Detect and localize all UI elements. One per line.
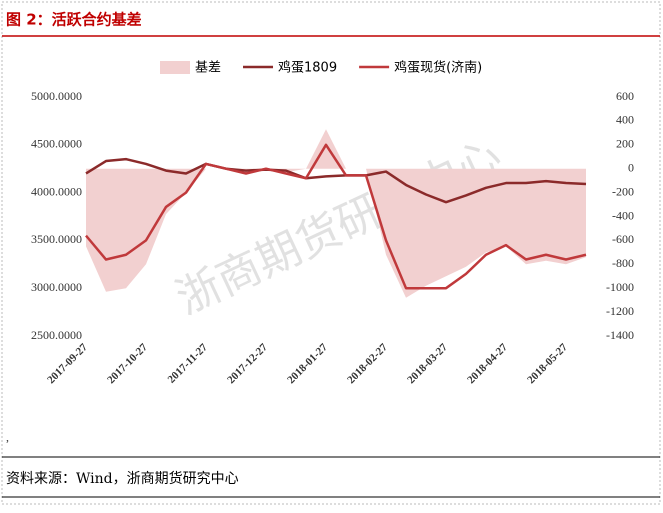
y2-tick-label: -1400 (606, 328, 634, 342)
x-tick-label: 2017-10-27 (105, 341, 150, 386)
x-tick-label: 2018-01-27 (285, 341, 330, 386)
series-line (85, 143, 587, 290)
y2-tick-label: -400 (612, 208, 634, 222)
x-tick-label: 2018-05-27 (525, 341, 570, 386)
y-tick-label: 3000.0000 (31, 280, 82, 294)
y2-tick-label: 600 (616, 89, 634, 103)
y2-tick-label: -200 (612, 184, 634, 198)
y-tick-label: 4500.0000 (31, 137, 82, 151)
legend-label: 鸡蛋现货(济南) (394, 60, 482, 76)
y2-tick-label: -1000 (606, 280, 634, 294)
y2-tick-label: -800 (612, 256, 634, 270)
y-tick-label: 5000.0000 (31, 89, 82, 103)
x-tick-label: 2018-03-27 (405, 341, 450, 386)
y-tick-label: 4000.0000 (31, 184, 82, 198)
x-tick-label: 2017-09-27 (45, 341, 90, 386)
y2-tick-label: -600 (612, 232, 634, 246)
basis-area (86, 129, 586, 298)
y-tick-label: 2500.0000 (31, 328, 82, 342)
legend-label: 基差 (195, 61, 221, 76)
series-line (85, 157, 587, 204)
frame (1, 1, 661, 505)
legend-swatch (160, 61, 190, 74)
legend-label: 鸡蛋1809 (278, 60, 337, 76)
source: 资料来源：Wind，浙商期货研究中心 (6, 470, 239, 487)
x-tick-label: 2018-02-27 (345, 341, 390, 386)
x-tick-label: 2017-12-27 (225, 341, 270, 386)
y2-tick-label: 200 (616, 137, 634, 151)
x-tick-label: 2018-04-27 (465, 341, 510, 386)
x-tick-label: 2017-11-27 (166, 341, 211, 386)
chart-title: 图 2：活跃合约基差 (6, 11, 142, 29)
y-tick-label: 3500.0000 (31, 232, 82, 246)
y2-tick-label: 0 (628, 160, 634, 174)
note: , (6, 430, 9, 444)
y2-tick-label: 400 (616, 113, 634, 127)
y2-tick-label: -1200 (606, 304, 634, 318)
